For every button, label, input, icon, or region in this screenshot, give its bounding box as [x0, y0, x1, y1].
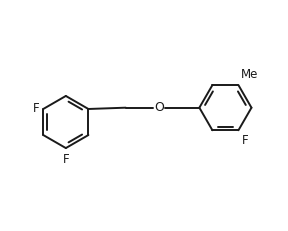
Text: F: F — [33, 103, 39, 116]
Text: Me: Me — [241, 68, 258, 81]
Text: F: F — [62, 153, 69, 166]
Text: O: O — [154, 101, 164, 114]
Text: F: F — [242, 134, 249, 147]
